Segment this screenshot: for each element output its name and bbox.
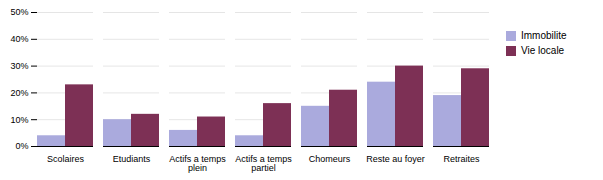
svg-text:20%: 20%	[10, 88, 28, 98]
svg-text:Actifs a tempsplein: Actifs a tempsplein	[169, 154, 226, 173]
svg-text:10%: 10%	[10, 115, 28, 125]
svg-text:Etudiants: Etudiants	[113, 154, 151, 164]
svg-text:Actifs a tempspartiel: Actifs a tempspartiel	[235, 154, 292, 173]
svg-text:Chomeurs: Chomeurs	[309, 154, 351, 164]
svg-text:0%: 0%	[15, 141, 28, 151]
svg-text:50%: 50%	[10, 7, 28, 17]
html-text:Vie locale: Vie locale	[521, 45, 565, 56]
svg-text:40%: 40%	[10, 34, 28, 44]
svg-text:Scolaires: Scolaires	[47, 154, 85, 164]
svg-text:Retraites: Retraites	[443, 154, 480, 164]
svg-text:30%: 30%	[10, 61, 28, 71]
svg-text:Reste au foyer: Reste au foyer	[366, 154, 425, 164]
html-text:Immobilite: Immobilite	[521, 30, 567, 41]
